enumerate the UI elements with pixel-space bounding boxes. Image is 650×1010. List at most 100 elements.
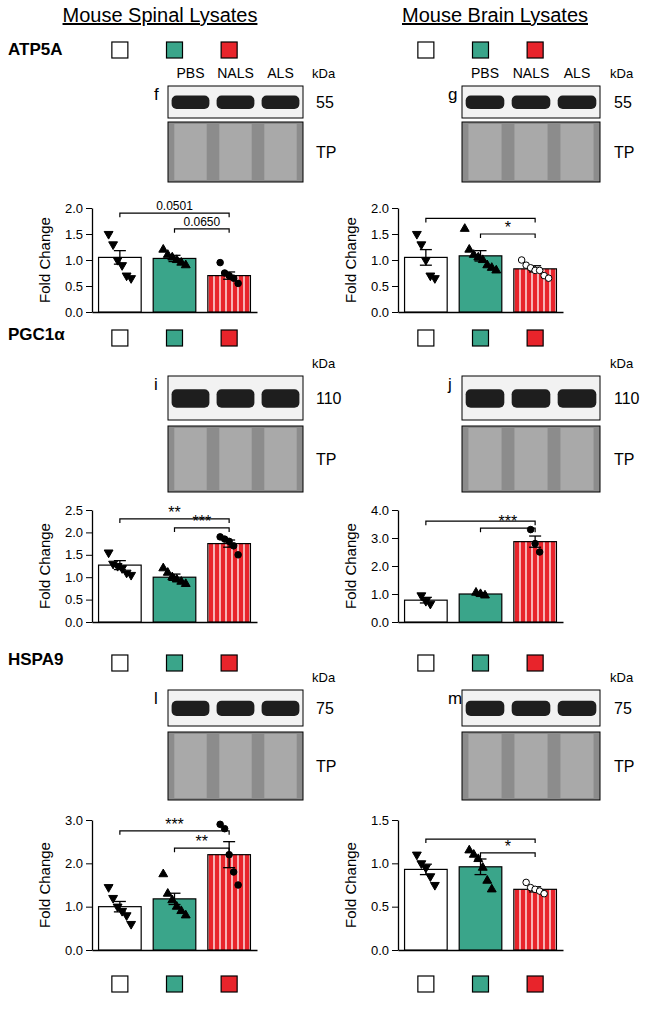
tp-lane — [468, 428, 501, 490]
legend-swatch — [527, 655, 543, 671]
tp-lane — [174, 428, 206, 490]
blot-band — [558, 701, 597, 716]
bar — [459, 256, 502, 312]
y-tick: 4.0 — [371, 503, 398, 518]
blot-band — [172, 701, 210, 716]
tp-frame — [168, 122, 303, 182]
y-tick: 0.0 — [371, 615, 398, 630]
data-point — [181, 260, 190, 268]
y-tick: 1.5 — [65, 547, 92, 562]
marks — [405, 526, 557, 622]
kda-value: 110 — [614, 390, 640, 407]
blot-frame — [168, 690, 303, 726]
y-tick: 1.5 — [371, 227, 398, 242]
bar — [405, 869, 448, 950]
y-tick-label: 0.0 — [371, 615, 389, 630]
y-axis-line — [92, 209, 93, 313]
y-tick-label: 1.0 — [65, 899, 83, 914]
tp-frame — [462, 732, 600, 800]
data-point — [541, 890, 548, 897]
panel-letter: m — [448, 689, 462, 708]
blot-band — [512, 96, 551, 109]
y-tick-mark — [392, 234, 398, 235]
data-point — [230, 869, 237, 876]
y-tick-label: 1.5 — [65, 547, 83, 562]
row-label: HSPA9 — [8, 650, 63, 669]
y-tick-label: 2.0 — [65, 856, 83, 871]
y-tick: 1.5 — [371, 813, 398, 828]
y-axis-title: Fold Change — [36, 217, 53, 303]
legend-swatch — [112, 655, 128, 671]
y-tick-mark — [392, 286, 398, 287]
blot-band — [512, 389, 551, 407]
lane-label: NALS — [513, 65, 550, 81]
data-point — [226, 851, 233, 858]
panel: lkDa75TP0.01.02.03.0Fold Change***** — [36, 655, 336, 992]
y-tick-mark — [86, 600, 92, 601]
y-tick-mark — [392, 312, 398, 313]
kda-unit: kDa — [610, 356, 634, 371]
y-tick-mark — [86, 555, 92, 556]
blot-frame — [462, 86, 600, 118]
blot-frame — [168, 376, 303, 420]
y-tick-label: 2.0 — [371, 559, 389, 574]
y-tick-label: 0.0 — [371, 305, 389, 320]
y-tick-mark — [86, 234, 92, 235]
y-axis: 0.0 1.0 2.0 3.0 — [65, 813, 93, 958]
blot-band — [466, 96, 505, 109]
y-tick-label: 0.5 — [371, 899, 389, 914]
y-tick-mark — [392, 566, 398, 567]
blot-band — [172, 96, 210, 109]
bar — [99, 257, 142, 312]
panel-letter: i — [154, 375, 158, 394]
y-tick-label: 3.0 — [65, 813, 83, 828]
y-tick-mark — [86, 907, 92, 908]
kda-unit: kDa — [312, 356, 336, 371]
y-axis-line — [398, 209, 399, 313]
data-point — [483, 876, 492, 884]
y-tick-mark — [86, 260, 92, 261]
y-tick-mark — [86, 820, 92, 821]
data-point — [109, 895, 118, 903]
legend-swatch — [221, 655, 237, 671]
x-axis-line — [399, 312, 564, 313]
y-tick-label: 0.0 — [65, 615, 83, 630]
legend-swatch — [473, 655, 489, 671]
bar — [153, 899, 196, 950]
significance-label: * — [505, 219, 511, 236]
y-tick-label: 1.0 — [371, 856, 389, 871]
y-tick-mark — [86, 863, 92, 864]
lane-label: PBS — [176, 65, 204, 81]
panel: ikDa110TP0.00.51.01.52.02.5Fold Change**… — [36, 330, 342, 630]
marks — [405, 224, 557, 312]
legend-swatch — [473, 330, 489, 346]
tp-lane — [174, 734, 206, 798]
bar — [514, 542, 557, 622]
y-tick-label: 0.0 — [65, 943, 83, 958]
column-header: Mouse Spinal Lysates — [63, 4, 258, 26]
marks — [99, 821, 251, 950]
y-tick-label: 1.0 — [371, 587, 389, 602]
y-tick: 1.0 — [65, 253, 92, 268]
tp-lane — [514, 734, 547, 798]
y-tick: 3.0 — [65, 813, 92, 828]
data-point — [426, 874, 435, 882]
legend-swatch — [527, 330, 543, 346]
legend-swatch — [112, 42, 128, 58]
tp-lane — [560, 428, 593, 490]
panel-letter: g — [448, 85, 457, 104]
row-label: PGC1α — [8, 325, 65, 344]
data-point — [460, 224, 469, 232]
y-axis: 0.0 0.5 1.0 1.5 — [371, 813, 399, 958]
data-point — [235, 552, 242, 559]
panel-letter: j — [447, 375, 452, 394]
data-point — [163, 889, 172, 897]
y-axis-title: Fold Change — [342, 523, 359, 609]
y-tick: 0.0 — [371, 943, 398, 958]
blot-frame — [462, 376, 600, 420]
figure: Mouse Spinal LysatesMouse Brain LysatesA… — [0, 0, 650, 1010]
data-point — [235, 280, 242, 287]
significance-label: * — [505, 838, 511, 855]
y-tick-mark — [392, 907, 398, 908]
bar — [208, 544, 251, 622]
